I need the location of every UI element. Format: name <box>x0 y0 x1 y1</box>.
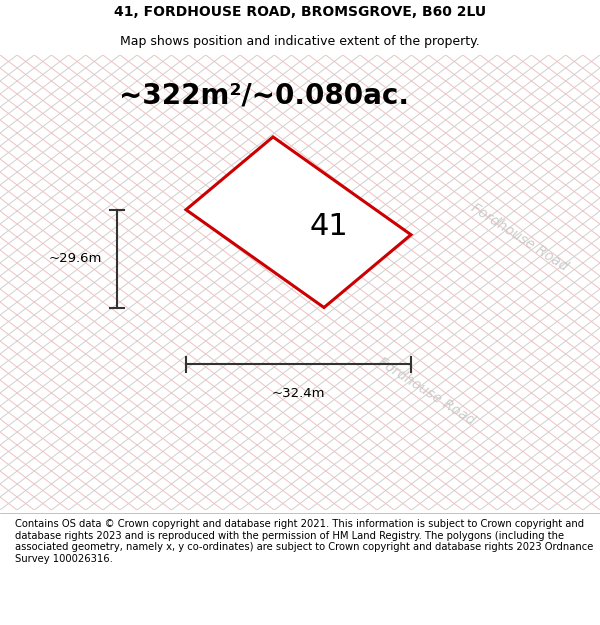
Text: ~322m²/~0.080ac.: ~322m²/~0.080ac. <box>119 82 409 110</box>
Text: 41, FORDHOUSE ROAD, BROMSGROVE, B60 2LU: 41, FORDHOUSE ROAD, BROMSGROVE, B60 2LU <box>114 5 486 19</box>
Text: ~29.6m: ~29.6m <box>49 252 101 265</box>
Text: Fordhouse Road: Fordhouse Road <box>375 355 477 428</box>
Text: Contains OS data © Crown copyright and database right 2021. This information is : Contains OS data © Crown copyright and d… <box>15 519 593 564</box>
Text: Map shows position and indicative extent of the property.: Map shows position and indicative extent… <box>120 35 480 48</box>
Polygon shape <box>186 137 411 308</box>
Text: ~32.4m: ~32.4m <box>272 388 325 401</box>
Text: 41: 41 <box>309 213 348 241</box>
Text: Fordhouse Road: Fordhouse Road <box>468 201 570 274</box>
